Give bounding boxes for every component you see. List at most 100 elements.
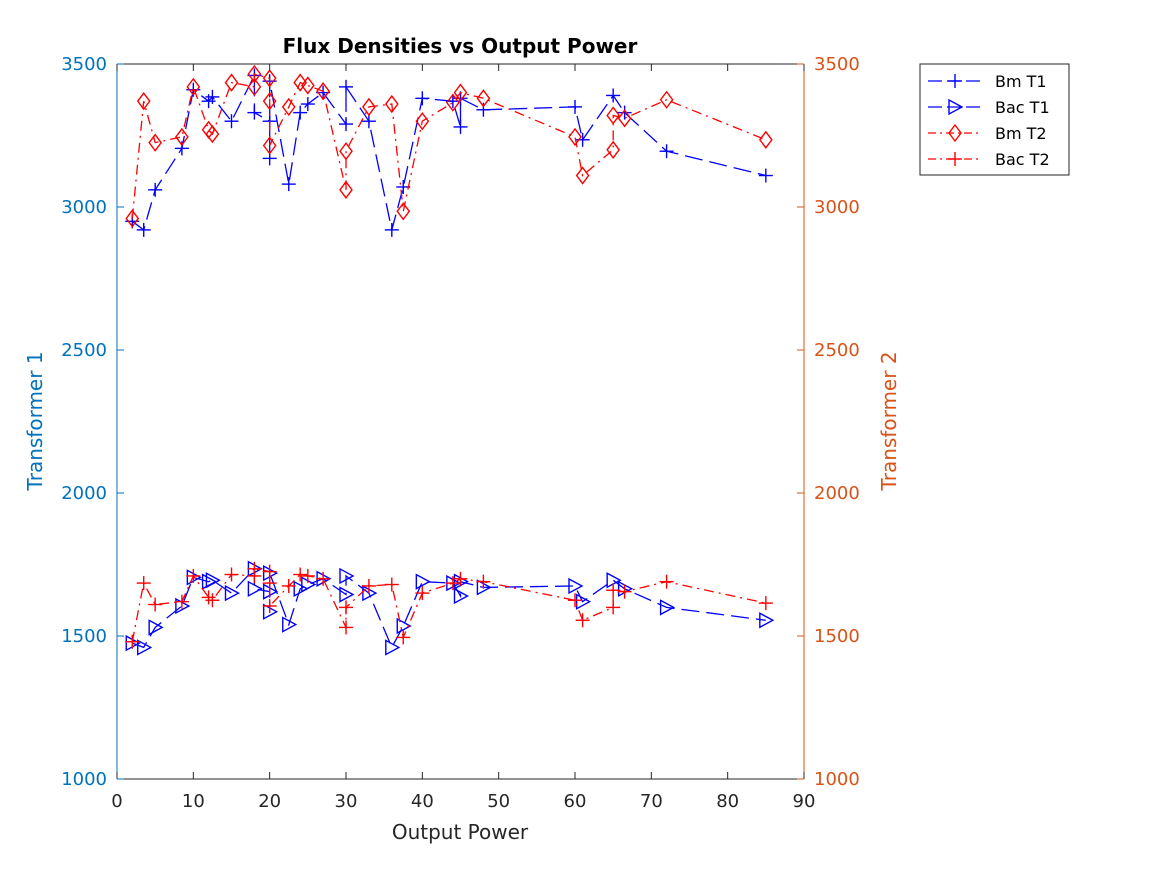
data-point [606,88,621,103]
data-point [300,76,315,95]
data-point [148,597,163,612]
data-point [445,93,460,112]
data-point [281,578,296,593]
legend-label: Bac T2 [995,150,1050,169]
legend: Bm T1 Bac T1 Bm T2 Bac T2 [919,63,1070,176]
left-tick-label: 3000 [61,197,107,218]
data-point [205,593,220,608]
data-point [361,578,376,593]
data-point [247,105,262,120]
data-point [758,130,773,149]
data-point [617,105,632,120]
legend-entry: Bac T2 [928,150,1050,169]
data-point [575,132,590,147]
series-line [131,75,766,231]
right-axis-label: Transformer 2 [877,351,901,491]
data-point [384,222,399,237]
data-point [174,141,189,156]
data-point [617,109,632,128]
data-point [568,577,584,595]
data-point [339,620,353,635]
data-point [396,202,411,221]
data-point [293,73,308,92]
data-point [247,64,262,84]
data-point [316,571,331,586]
data-point [384,577,399,592]
data-point [396,630,411,645]
data-point [415,91,430,106]
data-point [575,166,590,185]
x-axis-label: Output Power [392,820,529,844]
data-point [476,574,491,589]
data-point [568,127,582,147]
data-point [568,99,582,114]
data-point [362,97,376,117]
plot-area [125,64,775,656]
data-point [339,600,353,615]
series-bac-t2 [125,561,773,649]
data-point [262,136,277,155]
right-tick-label: 3000 [814,197,860,218]
data-point [175,127,189,147]
data-point [575,613,590,628]
data-point [148,182,163,197]
data-point [148,133,163,152]
data-point [300,568,315,583]
legend-entry: Bm T2 [928,123,1047,143]
data-point [758,596,773,611]
legend-label: Bm T1 [995,72,1047,91]
right-tick-label: 1000 [814,769,860,790]
data-point [415,112,430,131]
legend-label: Bac T1 [995,98,1050,117]
data-point [453,83,468,102]
series-bm-t1 [125,68,773,237]
data-point [224,584,240,602]
data-point [385,639,401,656]
axes [116,63,805,780]
data-point [339,586,355,603]
chart-title: Flux Densities vs Output Power [283,34,638,58]
x-tick-label: 20 [258,791,281,812]
data-point [186,77,201,97]
x-tick-label: 60 [564,791,587,812]
series-line [132,567,766,649]
data-point [453,119,468,134]
data-point [659,90,674,109]
right-tick-label: 3500 [814,54,860,75]
legend-box [919,63,1070,176]
legend-marker [948,123,962,143]
series-line [131,73,767,219]
data-point [453,587,469,605]
data-point [445,576,460,591]
data-point [201,120,216,139]
data-point [575,593,592,610]
data-point [339,142,353,161]
data-point [136,576,151,591]
data-point [262,69,277,88]
left-axis-label: Transformer 1 [23,351,47,491]
x-tick-label: 90 [793,791,816,812]
data-point [339,117,353,132]
data-point [396,617,412,635]
data-point [339,180,353,200]
data-point [201,590,216,605]
x-tick-label: 80 [716,791,739,812]
data-point [453,571,468,586]
data-point [247,561,262,576]
data-point [758,168,773,183]
data-point [282,616,298,633]
data-point [361,114,376,129]
data-point [136,92,151,111]
data-point [262,576,277,591]
data-point [415,586,430,601]
series-bm-t2 [125,64,773,228]
data-point [186,568,201,583]
left-tick-label: 1500 [61,626,107,647]
data-point [281,97,296,117]
data-point [293,580,309,597]
legend-marker [948,74,962,88]
legend-marker [948,98,964,116]
data-point [476,89,491,108]
left-tick-label: 2500 [61,340,107,361]
data-point [293,105,308,120]
